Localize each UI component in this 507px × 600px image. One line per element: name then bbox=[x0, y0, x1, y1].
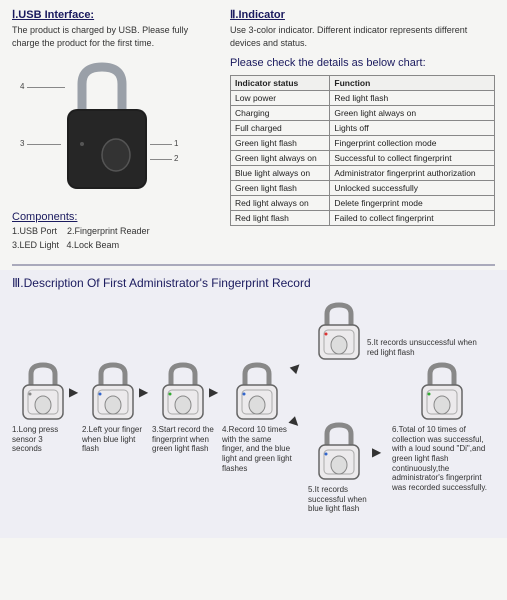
lock-icon bbox=[231, 360, 283, 422]
section3-heading: Ⅲ.Description Of First Administrator's F… bbox=[12, 276, 495, 290]
section-fingerprint-record: Ⅲ.Description Of First Administrator's F… bbox=[0, 270, 507, 538]
step-5b-label: 5.It records successful when blue light … bbox=[308, 485, 370, 514]
callout-2: 2 bbox=[174, 154, 178, 163]
col-function: Function bbox=[330, 76, 495, 91]
lock-icon bbox=[416, 360, 468, 422]
lock-icon bbox=[157, 360, 209, 422]
step-6: 6.Total of 10 times of collection was su… bbox=[402, 360, 482, 492]
section2-heading: Ⅱ.Indicator bbox=[230, 8, 495, 21]
step-2: 2.Left your finger when blue light flash bbox=[82, 360, 144, 454]
table-cell: Administrator fingerprint authorization bbox=[330, 166, 495, 181]
indicator-table: Indicator status Function Low powerRed l… bbox=[230, 75, 495, 226]
chart-heading: Please check the details as below chart: bbox=[230, 57, 495, 69]
step-5a bbox=[308, 300, 370, 362]
table-row: Full chargedLights off bbox=[231, 121, 495, 136]
product-image: 1 2 3 4 bbox=[22, 59, 182, 199]
section-usb-interface: Ⅰ.USB Interface: The product is charged … bbox=[12, 8, 212, 252]
callout-1: 1 bbox=[174, 139, 178, 148]
table-cell: Green light flash bbox=[231, 136, 330, 151]
arrow-icon: ▶ bbox=[139, 385, 148, 399]
step-6-label: 6.Total of 10 times of collection was su… bbox=[392, 425, 487, 492]
step-3-label: 3.Start record the fingerprint when gree… bbox=[152, 425, 214, 454]
table-cell: Unlocked successfully bbox=[330, 181, 495, 196]
table-row: Green light always onSuccessful to colle… bbox=[231, 151, 495, 166]
lock-icon bbox=[17, 360, 69, 422]
steps-diagram: 1.Long press sensor 3 seconds ▶ 2.Left y… bbox=[12, 300, 495, 530]
step-2-label: 2.Left your finger when blue light flash bbox=[82, 425, 144, 454]
table-cell: Red light always on bbox=[231, 196, 330, 211]
table-cell: Successful to collect fingerprint bbox=[330, 151, 495, 166]
table-cell: Blue light always on bbox=[231, 166, 330, 181]
table-cell: Full charged bbox=[231, 121, 330, 136]
arrow-icon: ▶ bbox=[209, 385, 218, 399]
lock-icon bbox=[52, 59, 162, 194]
table-row: Red light flashFailed to collect fingerp… bbox=[231, 211, 495, 226]
step-1: 1.Long press sensor 3 seconds bbox=[12, 360, 74, 454]
step-3: 3.Start record the fingerprint when gree… bbox=[152, 360, 214, 454]
step-4: 4.Record 10 times with the same finger, … bbox=[222, 360, 292, 473]
step-5b: 5.It records successful when blue light … bbox=[308, 420, 370, 514]
col-indicator-status: Indicator status bbox=[231, 76, 330, 91]
callout-3: 3 bbox=[20, 139, 24, 148]
lock-icon bbox=[313, 420, 365, 482]
table-row: Red light always onDelete fingerprint mo… bbox=[231, 196, 495, 211]
table-cell: Low power bbox=[231, 91, 330, 106]
section1-body: The product is charged by USB. Please fu… bbox=[12, 24, 212, 49]
arrow-icon: ▶ bbox=[69, 385, 78, 399]
step-4-label: 4.Record 10 times with the same finger, … bbox=[222, 425, 292, 473]
arrow-icon: ▶ bbox=[372, 445, 381, 459]
table-row: Green light flashFingerprint collection … bbox=[231, 136, 495, 151]
table-cell: Green light always on bbox=[330, 106, 495, 121]
components-heading: Components: bbox=[12, 211, 212, 223]
section2-body: Use 3-color indicator. Different indicat… bbox=[230, 24, 495, 49]
callout-4: 4 bbox=[20, 82, 24, 91]
table-row: Blue light always onAdministrator finger… bbox=[231, 166, 495, 181]
table-cell: Delete fingerprint mode bbox=[330, 196, 495, 211]
section-divider bbox=[12, 264, 495, 266]
section-indicator: Ⅱ.Indicator Use 3-color indicator. Diffe… bbox=[230, 8, 495, 252]
table-row: Green light flashUnlocked successfully bbox=[231, 181, 495, 196]
step-1-label: 1.Long press sensor 3 seconds bbox=[12, 425, 74, 454]
table-row: ChargingGreen light always on bbox=[231, 106, 495, 121]
table-cell: Charging bbox=[231, 106, 330, 121]
table-cell: Red light flash bbox=[330, 91, 495, 106]
table-cell: Failed to collect fingerprint bbox=[330, 211, 495, 226]
step-5a-label: 5.It records unsuccessful when red light… bbox=[367, 338, 477, 357]
table-cell: Fingerprint collection mode bbox=[330, 136, 495, 151]
table-cell: Lights off bbox=[330, 121, 495, 136]
table-header-row: Indicator status Function bbox=[231, 76, 495, 91]
table-cell: Green light always on bbox=[231, 151, 330, 166]
table-cell: Green light flash bbox=[231, 181, 330, 196]
lock-icon bbox=[313, 300, 365, 362]
section1-heading: Ⅰ.USB Interface: bbox=[12, 8, 212, 21]
lock-icon bbox=[87, 360, 139, 422]
table-row: Low powerRed light flash bbox=[231, 91, 495, 106]
table-cell: Red light flash bbox=[231, 211, 330, 226]
components-list: 1.USB Port 2.Fingerprint Reader 3.LED Li… bbox=[12, 225, 212, 252]
top-section: Ⅰ.USB Interface: The product is charged … bbox=[0, 0, 507, 258]
